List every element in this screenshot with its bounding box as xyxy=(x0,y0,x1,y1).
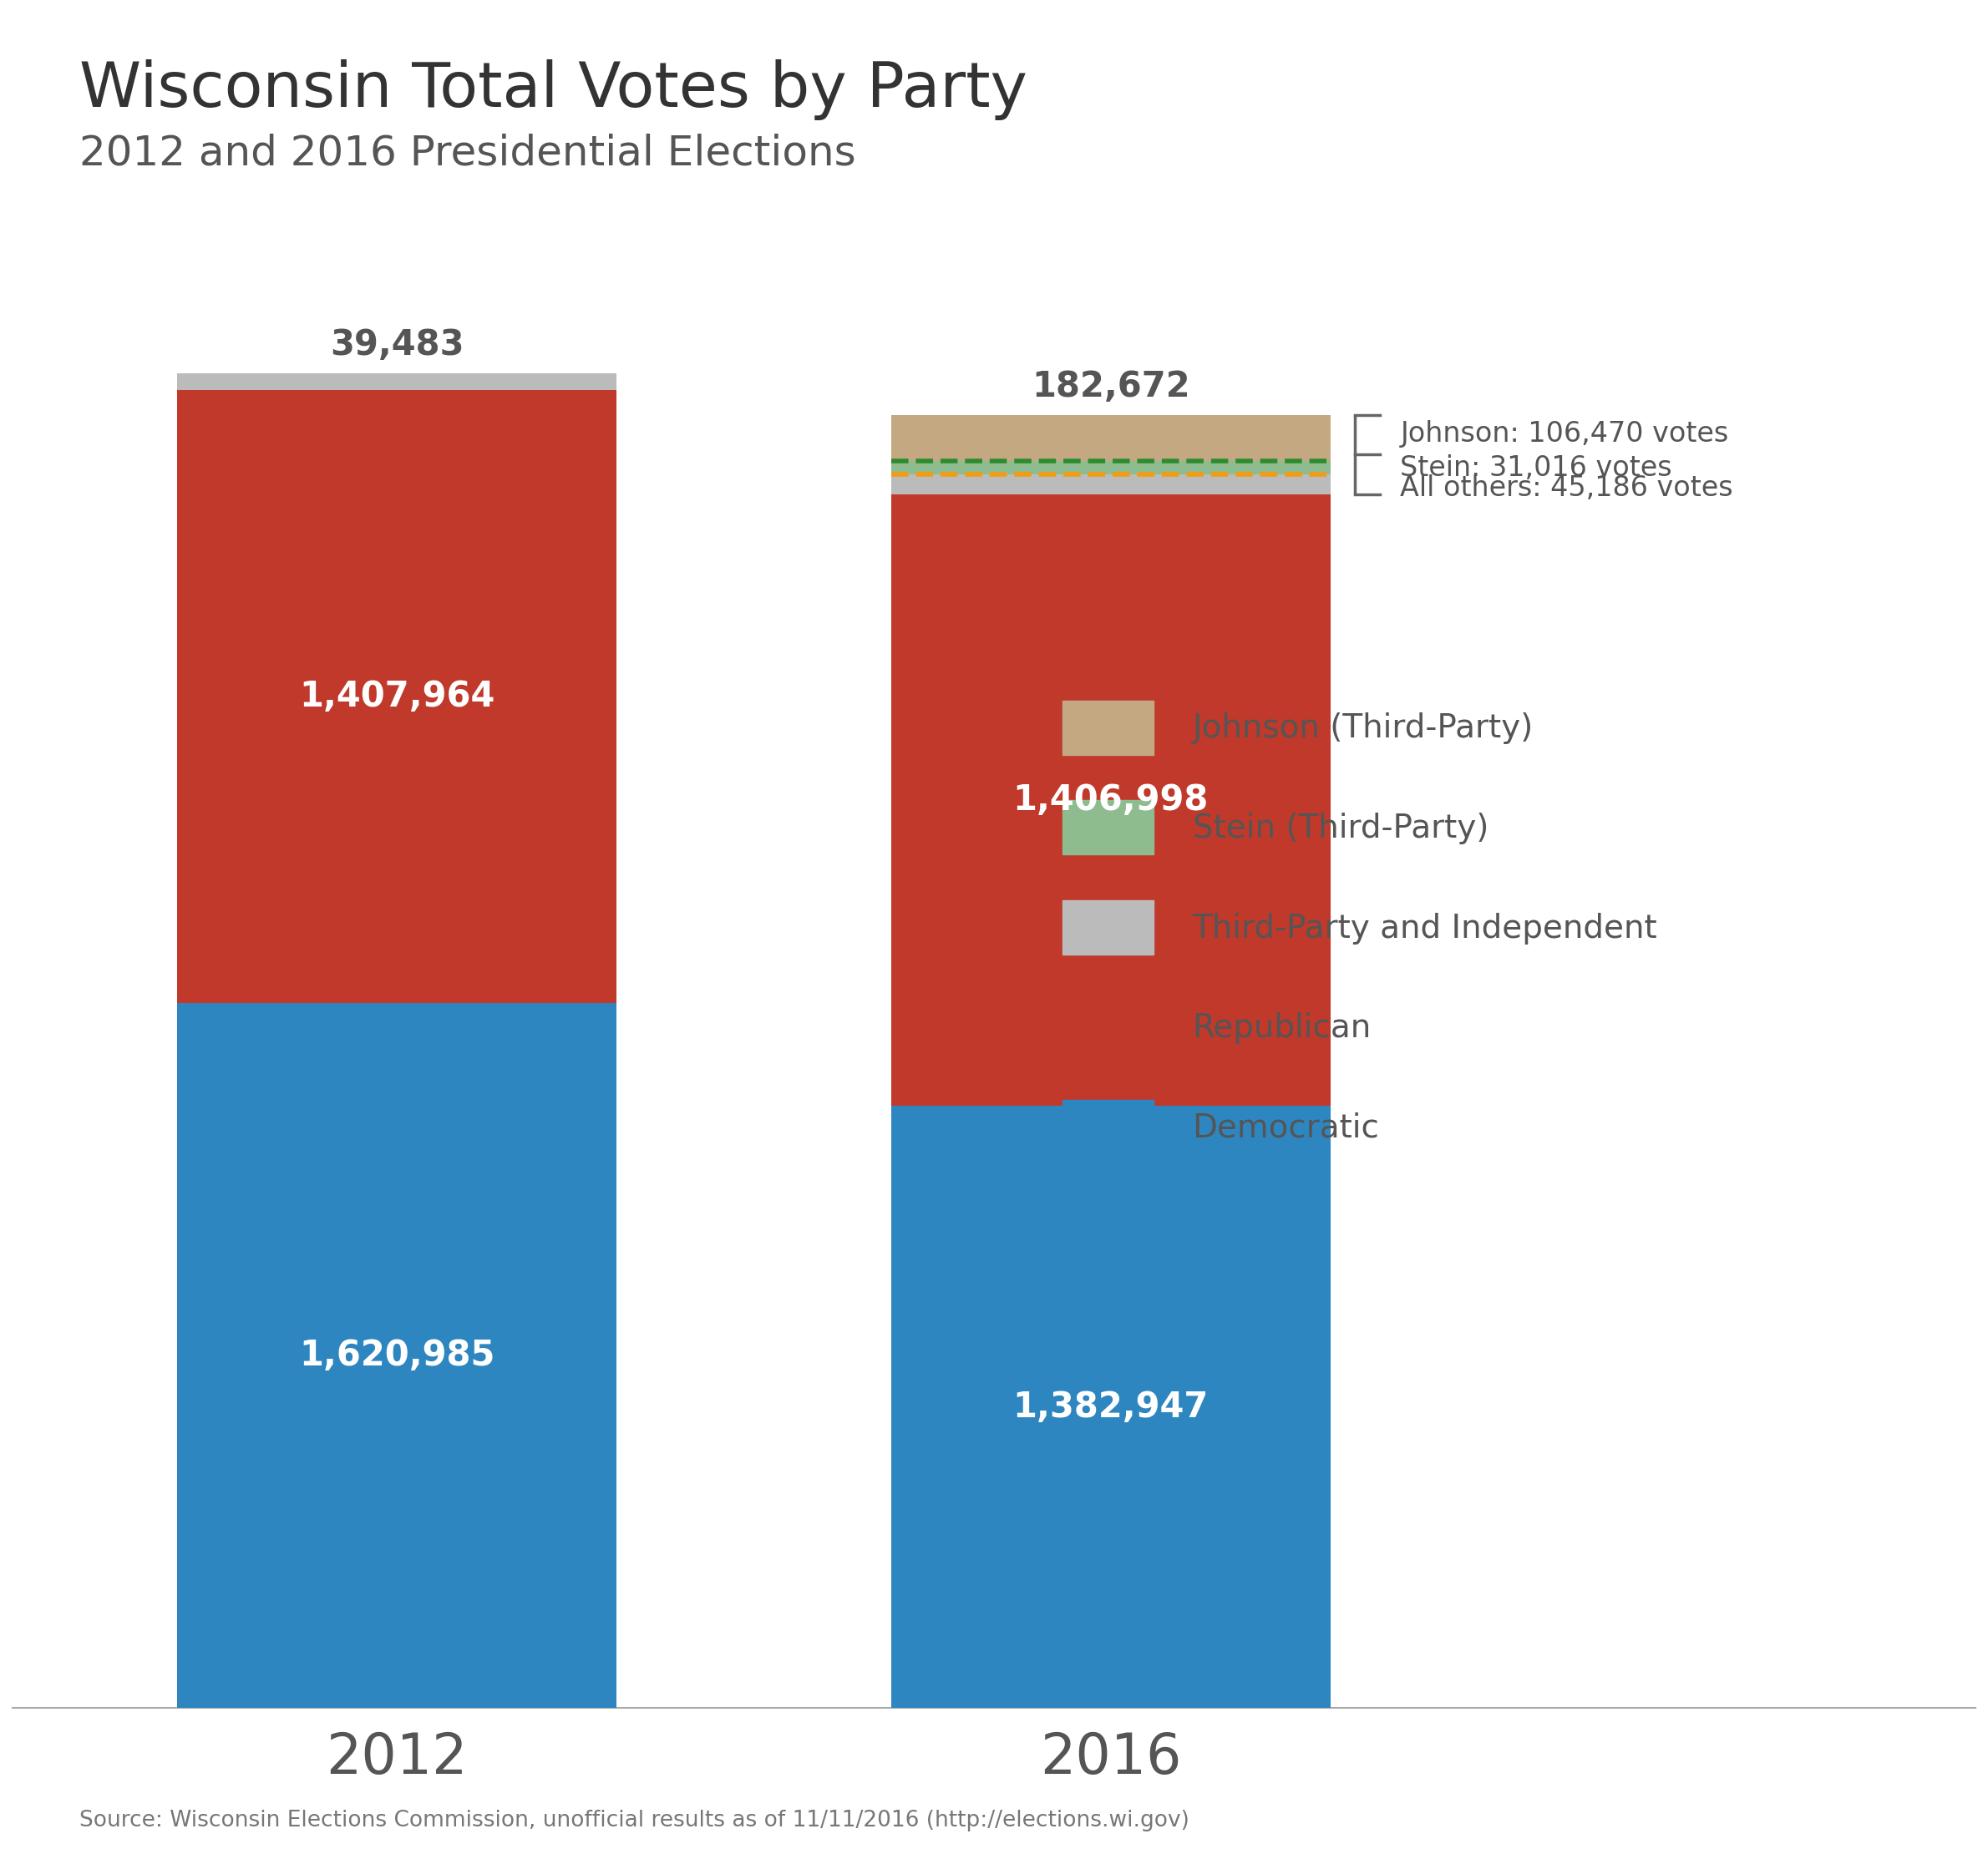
Text: All others: 45,186 votes: All others: 45,186 votes xyxy=(1400,475,1734,502)
Text: 39,483: 39,483 xyxy=(330,326,463,362)
Bar xyxy=(891,495,1330,1107)
Text: 1,406,998: 1,406,998 xyxy=(1012,782,1209,818)
Text: 1,382,947: 1,382,947 xyxy=(1012,1389,1209,1424)
Bar xyxy=(891,415,1330,462)
Text: Wisconsin Total Votes by Party: Wisconsin Total Votes by Party xyxy=(80,59,1028,121)
Text: 2012 and 2016 Presidential Elections: 2012 and 2016 Presidential Elections xyxy=(80,133,857,174)
Text: 182,672: 182,672 xyxy=(1032,369,1191,404)
Text: Stein: 31,016 votes: Stein: 31,016 votes xyxy=(1400,454,1672,482)
Text: 1,620,985: 1,620,985 xyxy=(298,1337,495,1372)
Bar xyxy=(891,475,1330,495)
Bar xyxy=(177,1003,616,1708)
Bar xyxy=(891,1107,1330,1708)
Bar xyxy=(891,462,1330,475)
Text: Johnson: 106,470 votes: Johnson: 106,470 votes xyxy=(1400,419,1730,447)
Text: 1,407,964: 1,407,964 xyxy=(298,679,495,714)
Text: Source: Wisconsin Elections Commission, unofficial results as of 11/11/2016 (htt: Source: Wisconsin Elections Commission, … xyxy=(80,1810,1189,1832)
Bar xyxy=(177,391,616,1003)
Bar xyxy=(177,373,616,391)
Legend: Johnson (Third-Party), Stein (Third-Party), Third-Party and Independent, Republi: Johnson (Third-Party), Stein (Third-Part… xyxy=(1050,688,1670,1168)
